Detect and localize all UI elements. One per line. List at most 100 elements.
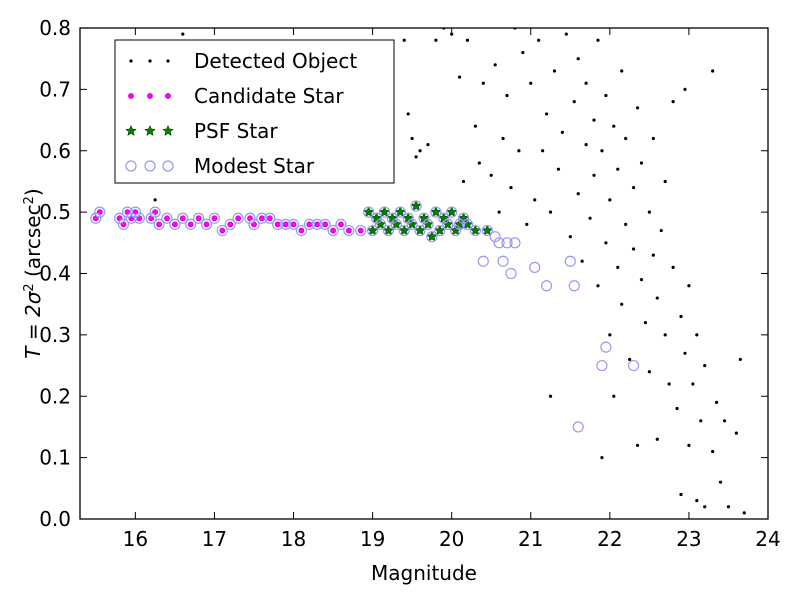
point-psf-star — [426, 230, 438, 242]
point-psf-star — [366, 224, 379, 236]
point-psf-star — [382, 224, 395, 236]
point-modest-star — [311, 218, 323, 230]
series-psf-star — [362, 199, 494, 242]
point-candidate-star — [187, 221, 194, 228]
point-modest-star — [256, 212, 268, 224]
point-detected-object — [592, 173, 596, 177]
point-modest-star — [457, 212, 470, 224]
point-modest-star — [442, 218, 454, 230]
legend-marker — [166, 59, 170, 63]
x-tick-label: 19 — [360, 527, 385, 551]
y-axis-label-unit: (arcsec — [21, 204, 45, 283]
point-modest-star — [564, 255, 576, 267]
point-detected-object — [651, 253, 655, 257]
point-detected-object — [624, 222, 628, 226]
x-tick-label: 22 — [597, 527, 622, 551]
point-detected-object — [714, 400, 719, 404]
x-tick-label: 24 — [755, 527, 780, 551]
point-modest-star — [410, 200, 422, 212]
point-detected-object — [505, 93, 509, 98]
point-detected-object — [489, 173, 493, 177]
point-detected-object — [655, 437, 659, 441]
point-modest-star — [493, 237, 505, 249]
point-modest-star — [94, 206, 106, 218]
point-psf-star — [406, 218, 418, 230]
point-modest-star — [426, 231, 438, 243]
point-psf-star — [441, 218, 454, 230]
point-detected-object — [580, 259, 584, 263]
point-candidate-star — [298, 227, 305, 234]
axis-ticks: 16 17 18 19 20 21 22 23 24 0.0 0.1 0.2 0.3 0.4 0.5 0.6 0… — [39, 16, 781, 551]
series-modest-star-halos — [90, 200, 493, 243]
point-modest-star — [193, 212, 205, 224]
point-modest-star — [505, 267, 517, 280]
point-detected-object — [703, 505, 707, 509]
y-tick-label: 0.1 — [39, 446, 71, 470]
legend-marker — [128, 93, 134, 99]
point-detected-object — [584, 143, 588, 147]
point-detected-object — [533, 198, 537, 202]
point-modest-star — [287, 218, 300, 230]
point-candidate-star — [235, 215, 242, 222]
legend-label: PSF Star — [194, 119, 278, 143]
legend-marker — [165, 93, 171, 99]
plot-frame — [79, 27, 769, 520]
point-modest-star — [414, 224, 426, 237]
point-detected-object — [639, 278, 644, 282]
point-detected-object — [537, 38, 541, 42]
point-detected-object — [675, 406, 679, 411]
point-detected-object — [465, 38, 470, 42]
point-modest-star — [489, 231, 501, 243]
point-detected-object — [181, 32, 185, 36]
legend-marker — [144, 160, 156, 172]
point-psf-star — [445, 205, 458, 218]
y-axis-label: T = 2σ2 (arcsec2) — [21, 188, 45, 358]
point-modest-star — [378, 206, 391, 218]
point-psf-star — [410, 199, 422, 211]
point-candidate-star — [290, 221, 297, 228]
point-modest-star — [529, 261, 541, 273]
point-detected-object — [663, 333, 667, 337]
point-modest-star — [430, 206, 442, 218]
point-modest-star — [418, 212, 430, 224]
point-candidate-star — [266, 215, 273, 222]
point-modest-star — [438, 212, 450, 224]
point-detected-object — [584, 81, 588, 85]
point-candidate-star — [258, 215, 265, 222]
point-candidate-star — [338, 221, 344, 228]
point-detected-object — [604, 241, 608, 245]
legend-marker — [125, 124, 137, 136]
legend-marker — [162, 160, 174, 172]
point-detected-object — [643, 321, 648, 325]
point-detected-object — [548, 210, 553, 214]
point-modest-star — [572, 421, 584, 433]
point-detected-object — [679, 492, 683, 497]
point-modest-star — [390, 218, 402, 230]
point-detected-object — [726, 505, 731, 509]
point-psf-star — [469, 224, 482, 236]
point-detected-object — [477, 161, 481, 165]
point-modest-star — [402, 212, 414, 224]
point-psf-star — [481, 224, 494, 236]
point-detected-object — [481, 81, 485, 85]
point-detected-object — [695, 498, 699, 503]
point-detected-object — [501, 136, 505, 141]
y-tick-label: 0.7 — [39, 77, 71, 101]
point-detected-object — [153, 198, 157, 202]
legend-marker — [125, 160, 137, 172]
point-detected-object — [402, 38, 406, 42]
point-detected-object — [525, 222, 529, 226]
point-candidate-star — [357, 227, 364, 234]
point-detected-object — [612, 124, 616, 128]
point-psf-star — [362, 205, 375, 218]
y-tick-label: 0.5 — [39, 200, 71, 224]
point-detected-object — [517, 149, 521, 153]
point-modest-star — [481, 224, 493, 237]
point-detected-object — [624, 136, 628, 141]
point-modest-star — [366, 224, 379, 237]
point-detected-object — [529, 81, 533, 85]
point-candidate-star — [219, 227, 226, 234]
point-candidate-star — [330, 227, 336, 234]
point-modest-star — [355, 224, 367, 237]
